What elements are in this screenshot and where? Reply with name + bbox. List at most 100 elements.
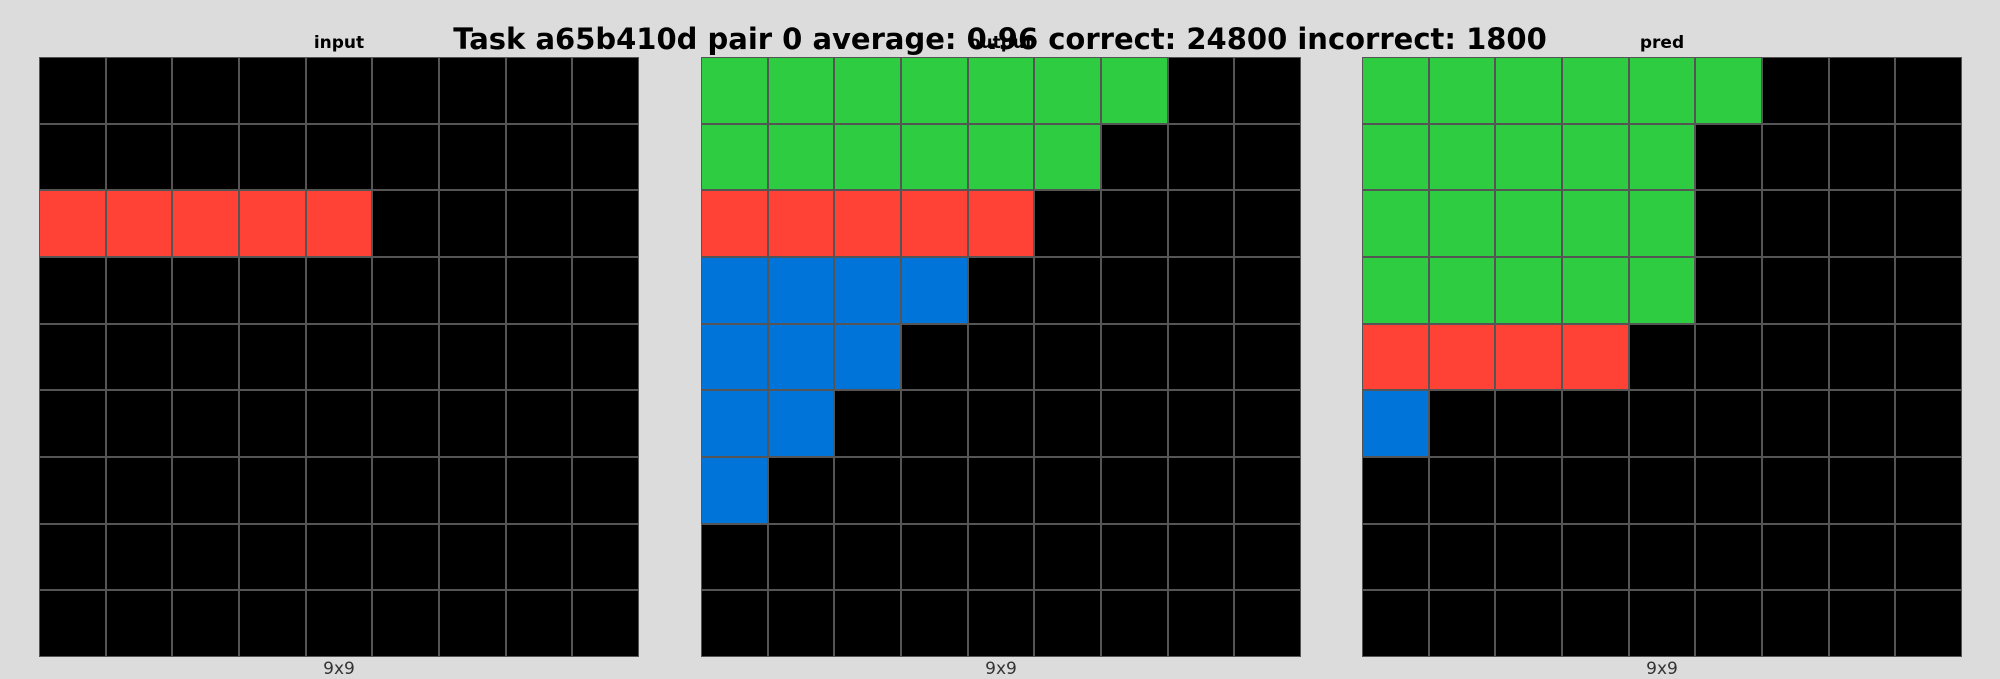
grid-cell <box>505 323 573 391</box>
grid-cell <box>1895 123 1962 191</box>
grid-cell <box>1761 390 1829 457</box>
grid-cell <box>572 456 639 524</box>
grid-cell <box>1034 390 1101 457</box>
grid-cell <box>1761 57 1829 124</box>
grid-cell <box>305 190 373 257</box>
grid-cell <box>1167 323 1235 391</box>
grid-cell <box>900 523 968 591</box>
grid-cell <box>1034 523 1101 591</box>
grid-cell <box>172 123 239 191</box>
grid-cell <box>438 323 506 391</box>
grid-cell <box>238 523 306 591</box>
grid-cell <box>701 123 768 191</box>
grid-cell <box>1167 57 1235 124</box>
grid-dimensions: 9x9 <box>985 659 1017 679</box>
grid-cell <box>572 323 639 391</box>
grid-cell <box>967 190 1035 257</box>
grid-cell <box>172 590 239 657</box>
grid-cell <box>1362 523 1429 591</box>
grid-cell <box>438 590 506 657</box>
grid-cell <box>1561 456 1629 524</box>
grid-cell <box>1895 456 1962 524</box>
grid-cell <box>39 57 106 124</box>
grid-cell <box>1100 523 1168 591</box>
grid-cell <box>1362 123 1429 191</box>
grid-cell <box>572 390 639 457</box>
grid-cell <box>1695 57 1762 124</box>
grid-cell <box>172 456 239 524</box>
grid-cell <box>834 256 901 324</box>
grid-cell <box>1234 123 1301 191</box>
grid-cell <box>1034 590 1101 657</box>
grid-cell <box>238 123 306 191</box>
grid-cell <box>438 57 506 124</box>
grid-cell <box>1561 256 1629 324</box>
grid-cell <box>1828 456 1896 524</box>
grid-cell <box>1428 256 1496 324</box>
grid-cell <box>834 323 901 391</box>
grid-cell <box>39 390 106 457</box>
grid-cell <box>834 523 901 591</box>
grid-cell <box>1828 57 1896 124</box>
grid-cell <box>1628 190 1696 257</box>
grid-cell <box>372 456 439 524</box>
grid-cell <box>1561 190 1629 257</box>
grid-cell <box>1100 456 1168 524</box>
grid-cell <box>967 523 1035 591</box>
grid-cell <box>1495 390 1562 457</box>
grid-cell <box>1628 323 1696 391</box>
grid-cell <box>105 390 173 457</box>
grid-dimensions: 9x9 <box>323 659 355 679</box>
grid-cell <box>1695 523 1762 591</box>
grid-cell <box>1100 57 1168 124</box>
grid-cell <box>1100 123 1168 191</box>
grid-cell <box>505 57 573 124</box>
grid-cell <box>505 390 573 457</box>
grid-cell <box>1495 323 1562 391</box>
grid-cell <box>834 123 901 191</box>
grid-cell <box>1495 590 1562 657</box>
grid-cell <box>1167 256 1235 324</box>
grid-cell <box>372 57 439 124</box>
output-grid <box>701 57 1301 657</box>
grid-cell <box>1362 390 1429 457</box>
grid-cell <box>1495 57 1562 124</box>
grid-cell <box>1428 456 1496 524</box>
grid-cell <box>900 590 968 657</box>
grid-cell <box>372 390 439 457</box>
grid-cell <box>505 456 573 524</box>
grid-cell <box>305 456 373 524</box>
grid-cell <box>834 57 901 124</box>
grid-cell <box>1628 256 1696 324</box>
grid-cell <box>238 323 306 391</box>
grid-cell <box>1628 390 1696 457</box>
grid-cell <box>505 190 573 257</box>
grid-cell <box>372 323 439 391</box>
grid-cell <box>701 523 768 591</box>
grid-cell <box>572 256 639 324</box>
panel-title: input <box>313 33 365 53</box>
grid-cell <box>900 123 968 191</box>
grid-cell <box>1034 456 1101 524</box>
grid-cell <box>1362 190 1429 257</box>
grid-cell <box>1895 590 1962 657</box>
grid-cell <box>572 57 639 124</box>
grid-cell <box>238 256 306 324</box>
grid-cell <box>172 523 239 591</box>
pred-panel: pred 9x9 <box>1362 0 1962 679</box>
grid-cell <box>1100 256 1168 324</box>
grid-cell <box>1828 523 1896 591</box>
grid-cell <box>701 57 768 124</box>
grid-cell <box>1761 123 1829 191</box>
grid-cell <box>172 390 239 457</box>
grid-cell <box>305 57 373 124</box>
grid-cell <box>1234 190 1301 257</box>
grid-cell <box>438 123 506 191</box>
grid-cell <box>701 390 768 457</box>
grid-cell <box>305 523 373 591</box>
grid-cell <box>39 456 106 524</box>
grid-cell <box>1561 523 1629 591</box>
grid-cell <box>105 590 173 657</box>
grid-cell <box>1100 590 1168 657</box>
grid-cell <box>767 323 835 391</box>
